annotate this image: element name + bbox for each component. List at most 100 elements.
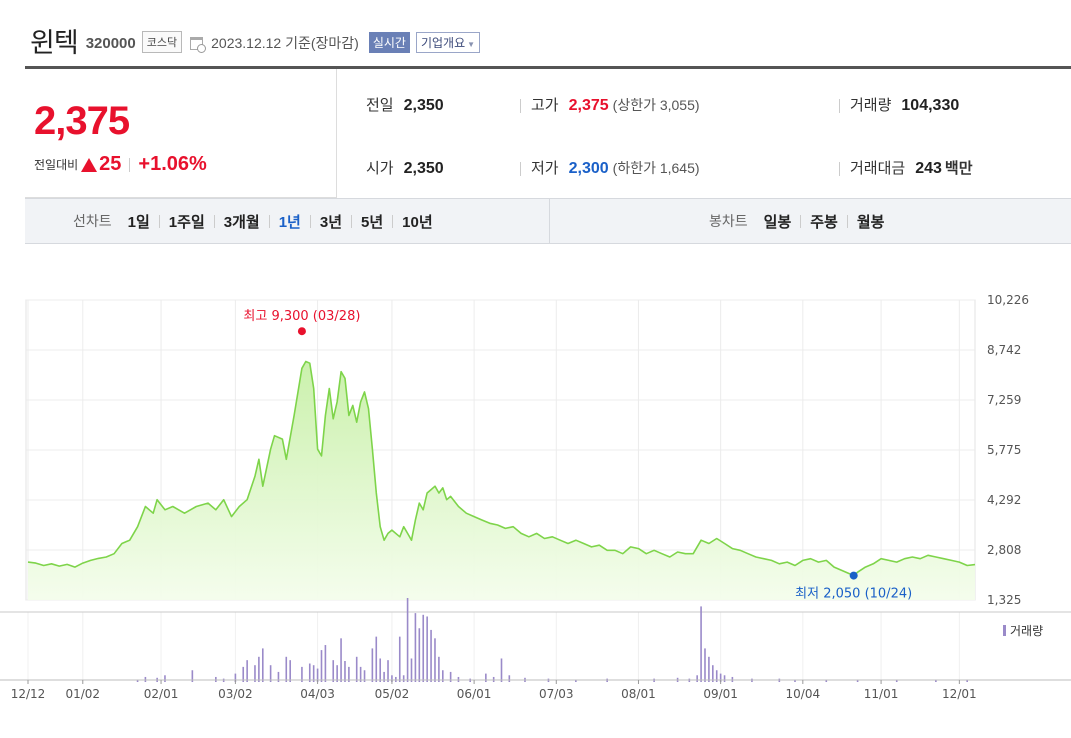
divider xyxy=(549,199,550,243)
volume-bar xyxy=(414,613,417,682)
volume-bar xyxy=(285,656,288,682)
volume-bar xyxy=(340,638,342,682)
tab-line-6[interactable]: 10년 xyxy=(402,213,433,231)
x-tick-label: 05/02 xyxy=(375,687,410,701)
tab-line-1[interactable]: 1주일 xyxy=(168,213,205,231)
tab-candle-0[interactable]: 일봉 xyxy=(763,213,792,231)
market-badge: 코스닥 xyxy=(141,31,183,53)
quote-panel: 2,375 전일대비 25 +1.06% 전일 2,350 고가 2,375 (상한가… xyxy=(25,66,1071,198)
volume-bar xyxy=(164,675,166,682)
volume-bar xyxy=(246,660,248,682)
volume-bar xyxy=(895,679,898,682)
quote-date: 2023.12.12 기준(장마감) xyxy=(211,34,359,51)
volume-bar xyxy=(449,671,452,682)
volume-bar xyxy=(242,666,245,682)
volume-bar xyxy=(391,675,393,682)
tab-line-3[interactable]: 1년 xyxy=(278,213,301,231)
line-chart-title: 선차트 xyxy=(73,213,112,229)
divider xyxy=(839,99,840,113)
volume-legend-label: 거래량 xyxy=(1010,624,1043,638)
volume-bar xyxy=(723,675,726,682)
volume-bar xyxy=(258,656,260,682)
price-area xyxy=(27,360,976,600)
volume-bar xyxy=(398,636,401,682)
company-overview-button[interactable]: 기업개요 ▼ xyxy=(415,31,481,53)
volume-bar xyxy=(712,665,714,682)
volume-bar xyxy=(430,629,432,682)
y-tick-label: 8,742 xyxy=(987,343,1021,357)
volume-bar xyxy=(359,666,362,682)
tab-candle-1[interactable]: 주봉 xyxy=(810,213,838,231)
volume-bar xyxy=(418,628,421,682)
volume-bar xyxy=(410,658,413,682)
y-tick-label: 4,292 xyxy=(987,493,1021,507)
x-tick-label: 10/04 xyxy=(786,687,821,701)
realtime-button[interactable]: 실시간 xyxy=(368,31,410,53)
volume-legend-swatch xyxy=(1003,625,1006,636)
change-label: 전일대비 xyxy=(34,158,79,172)
volume: 거래량 104,330 xyxy=(850,97,960,114)
x-tick-label: 12/12 xyxy=(11,687,46,701)
open-price: 시가 2,350 xyxy=(366,160,444,177)
divider xyxy=(213,214,215,228)
tab-line-0[interactable]: 1일 xyxy=(127,213,150,231)
day-high: 고가 2,375 (상한가 3,055) xyxy=(531,97,700,114)
y-tick-label: 1,325 xyxy=(987,593,1021,607)
stock-header: 윈텍 320000 코스닥 2023.12.12 기준(장마감) 실시간 기업개… xyxy=(30,22,481,58)
volume-legend: 거래량 xyxy=(1003,624,1043,638)
volume-bar xyxy=(324,645,327,682)
y-tick-label: 5,775 xyxy=(987,443,1021,457)
price-area-fill xyxy=(28,361,975,600)
y-tick-label: 2,808 xyxy=(987,543,1021,557)
day-low: 저가 2,300 (하한가 1,645) xyxy=(531,160,700,177)
volume-bar xyxy=(289,660,291,682)
divider xyxy=(129,157,131,172)
volume-bar xyxy=(696,675,698,682)
x-tick-label: 01/02 xyxy=(65,687,100,701)
volume-bar xyxy=(485,673,487,682)
x-axis: 12/12 01/02 02/01 03/02 04/03 05/02 06/01 07/03… xyxy=(0,679,1071,701)
max-label: 최고 9,300 (03/28) xyxy=(243,309,360,324)
volume-bars xyxy=(136,598,968,682)
volume-bar xyxy=(215,676,217,682)
tab-line-5[interactable]: 5년 xyxy=(361,213,384,231)
volume-bar xyxy=(383,671,385,682)
max-point xyxy=(297,327,306,336)
candle-chart-tabs: 봉차트 일봉 주봉 월봉 xyxy=(709,199,884,243)
volume-bar xyxy=(719,673,722,682)
volume-bar xyxy=(336,665,338,682)
tab-line-4[interactable]: 3년 xyxy=(319,213,343,231)
volume-bar xyxy=(856,679,859,682)
x-tick-label: 07/03 xyxy=(539,687,574,701)
chart-grid xyxy=(0,299,1071,680)
volume-bar xyxy=(966,679,968,682)
volume-bar xyxy=(442,670,444,682)
price-change: 전일대비 25 +1.06% xyxy=(34,153,207,176)
volume-bar xyxy=(402,675,405,682)
prev-close: 전일 2,350 xyxy=(366,97,444,114)
x-tick-label: 03/02 xyxy=(218,687,253,701)
volume-bar xyxy=(575,679,577,682)
divider xyxy=(268,214,270,228)
tab-candle-2[interactable]: 월봉 xyxy=(856,213,885,231)
x-tick-label: 02/01 xyxy=(144,687,179,701)
x-tick-label: 11/01 xyxy=(864,687,899,701)
volume-bar xyxy=(277,671,280,682)
volume-bar xyxy=(355,656,358,682)
volume-bar xyxy=(261,648,264,682)
x-tick-label: 09/01 xyxy=(703,687,738,701)
stock-name: 윈텍 xyxy=(30,27,79,58)
current-price-panel: 2,375 전일대비 25 +1.06% xyxy=(25,69,337,198)
divider xyxy=(392,214,394,228)
tab-line-2[interactable]: 3개월 xyxy=(223,213,260,231)
volume-bar xyxy=(144,676,147,682)
divider xyxy=(309,214,311,228)
volume-bar xyxy=(136,679,139,682)
x-tick-label: 04/03 xyxy=(300,687,335,701)
volume-bar xyxy=(500,658,503,682)
y-tick-label: 7,259 xyxy=(987,393,1021,407)
volume-bar xyxy=(348,666,350,682)
volume-bar xyxy=(935,679,937,682)
current-price: 2,375 xyxy=(34,99,130,143)
volume-bar xyxy=(395,676,397,682)
